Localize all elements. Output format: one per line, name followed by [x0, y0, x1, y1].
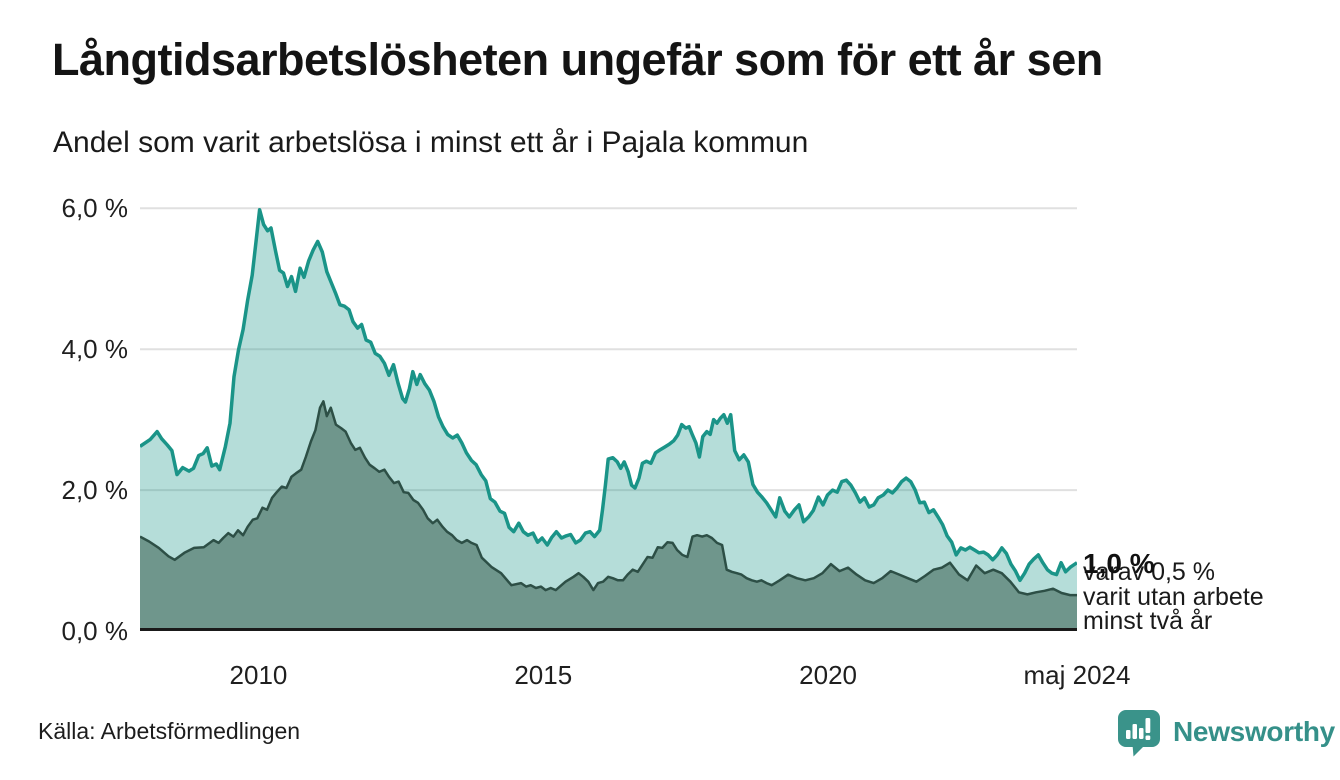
- series-1yr-line: [139, 207, 1078, 583]
- page-title: Långtidsarbetslösheten ungefär som för e…: [52, 34, 1103, 85]
- y-axis-tick-label: 4,0 %: [61, 334, 129, 365]
- series-2yr-area: [140, 401, 1077, 631]
- x-axis-tick-label: maj 2024: [1023, 660, 1131, 690]
- x-axis-tick-label: 2015: [514, 660, 573, 690]
- series2-annotation: varav 0,5 % varit utan arbete minst två …: [1083, 560, 1264, 634]
- newsworthy-wordmark: Newsworthy: [1173, 716, 1335, 747]
- series2-annotation-line2: varit utan arbete: [1083, 582, 1264, 611]
- x-axis-tick-label: 2020: [799, 660, 857, 690]
- series-2yr-line: [139, 400, 1077, 597]
- source-note: Källa: Arbetsförmedlingen: [38, 718, 301, 744]
- newsworthy-logo: Newsworthy: [1117, 709, 1335, 759]
- area-chart-plot: [139, 178, 1078, 631]
- y-axis-tick-label: 0,0 %: [61, 616, 129, 646]
- x-axis-tick-label: 2010: [229, 660, 288, 690]
- newsworthy-badge-icon: [1118, 710, 1160, 757]
- series2-annotation-line3: minst två år: [1083, 607, 1213, 635]
- series2-annotation-line1: varav 0,5 %: [1083, 558, 1216, 586]
- chart-subtitle: Andel som varit arbetslösa i minst ett å…: [53, 126, 809, 159]
- y-axis-tick-label: 6,0 %: [61, 193, 129, 224]
- y-axis-tick-label: 2,0 %: [61, 475, 129, 506]
- end-value-label: 1,0 %: [1083, 548, 1155, 579]
